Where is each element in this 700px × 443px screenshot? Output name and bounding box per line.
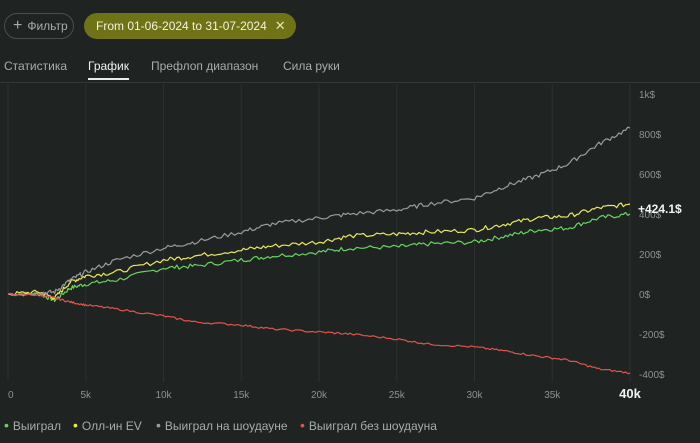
series-line-2 [7, 126, 631, 296]
close-icon[interactable]: ✕ [274, 18, 286, 33]
y-tick-label: 1k$ [639, 90, 656, 101]
legend-label: Олл-ин EV [81, 419, 142, 433]
legend-item-won-no-showdown[interactable]: • Выиграл без шоудауна [300, 417, 437, 433]
x-tick-label: 0 [8, 390, 14, 401]
filter-button[interactable]: + Фильтр [4, 13, 74, 39]
series-line-0 [8, 211, 631, 302]
tab-bar: Статистика График Префлоп диапазон Сила … [0, 56, 700, 82]
legend-item-won[interactable]: • Выиграл [4, 417, 61, 433]
legend-dot-icon: • [4, 417, 9, 433]
y-tick-label: 0$ [639, 290, 651, 301]
legend-dot-icon: • [156, 417, 161, 433]
x-tick-label: 30k [466, 390, 483, 401]
date-range-chip[interactable]: From 01-06-2024 to 31-07-2024 ✕ [84, 13, 296, 39]
toolbar: + Фильтр From 01-06-2024 to 31-07-2024 ✕ [0, 0, 700, 52]
tab-hand-strength[interactable]: Сила руки [283, 59, 340, 73]
legend-label: Выиграл [12, 419, 61, 433]
y-tick-label: -200$ [639, 330, 665, 341]
tab-statistics[interactable]: Статистика [4, 59, 68, 73]
x-tick-label: 20k [311, 390, 328, 401]
legend-label: Выиграл без шоудауна [308, 419, 437, 433]
tab-divider [0, 82, 700, 83]
legend-item-allin-ev[interactable]: • Олл-ин EV [73, 417, 142, 433]
plus-icon: + [13, 17, 23, 34]
x-tick-label: 5k [80, 390, 92, 401]
tab-preflop-range[interactable]: Префлоп диапазон [151, 59, 259, 73]
y-tick-label: -400$ [639, 370, 665, 381]
y-tick-label: 600$ [639, 170, 662, 181]
x-tick-label: 10k [155, 390, 172, 401]
filter-button-label: Фильтр [27, 19, 68, 33]
x-tick-label: 25k [389, 390, 406, 401]
series-line-1 [7, 202, 631, 300]
x-tick-label: 35k [544, 390, 561, 401]
x-tick-label: 40k [619, 386, 641, 401]
legend-label: Выиграл на шоудауне [164, 419, 288, 433]
x-tick-label: 15k [233, 390, 250, 401]
y-tick-label: 800$ [639, 130, 662, 141]
legend-item-won-showdown[interactable]: • Выиграл на шоудауне [156, 417, 288, 433]
profit-chart: 0 5k 10k 15k 20k 25k 30k 35k 40k 1k$ 800$ 600$ 400$ 2… [7, 84, 682, 401]
legend-dot-icon: • [300, 417, 305, 433]
y-tick-label: 400$ [639, 210, 662, 221]
legend-dot-icon: • [73, 417, 78, 433]
chart-legend: • Выиграл • Олл-ин EV • Выиграл на шоудауне… [0, 414, 700, 434]
end-value-label: +424.1$ [638, 202, 682, 216]
series-line-3 [7, 292, 631, 375]
tab-graph[interactable]: График [88, 59, 129, 80]
y-tick-label: 200$ [639, 250, 662, 261]
date-range-label: From 01-06-2024 to 31-07-2024 [96, 19, 267, 33]
